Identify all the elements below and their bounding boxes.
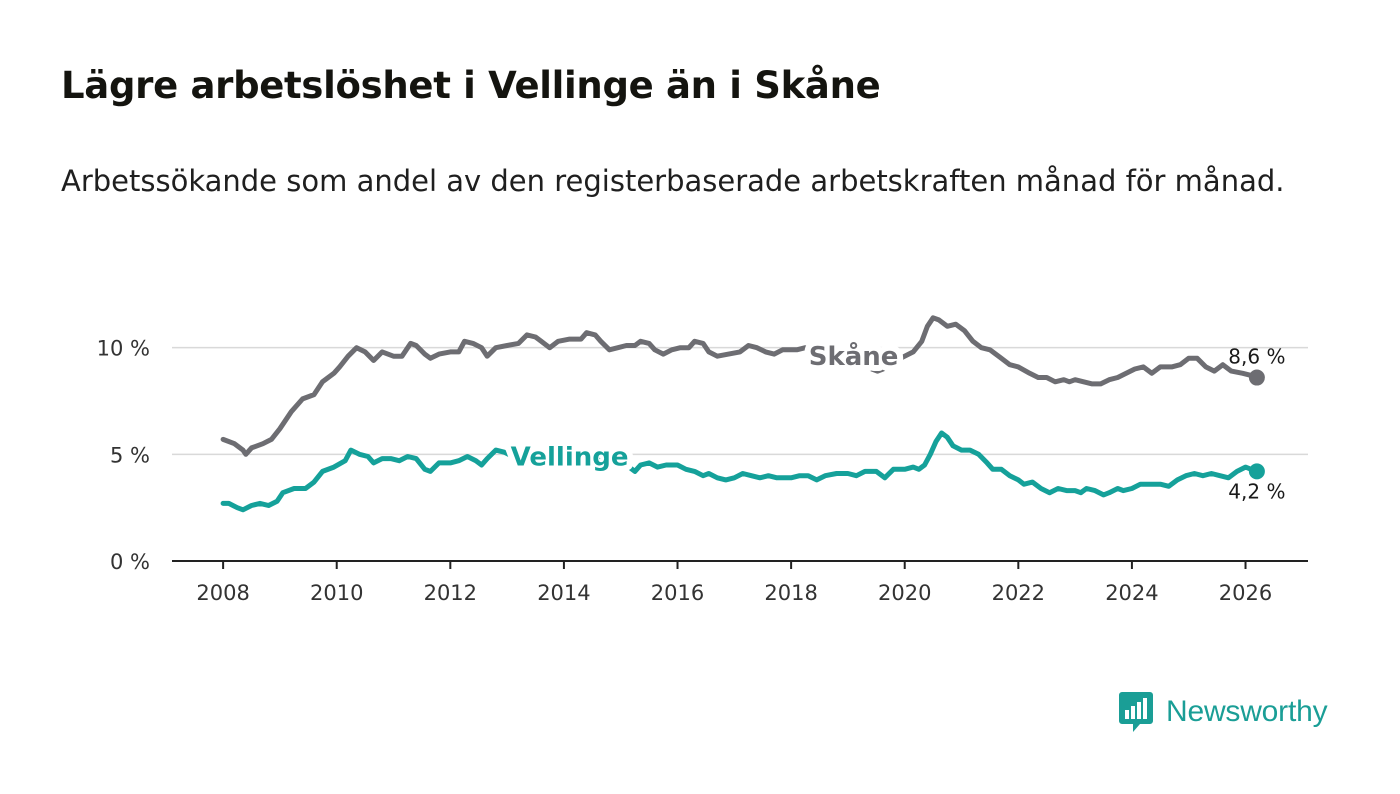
series-lines bbox=[220, 315, 1265, 513]
x-tick-label: 2008 bbox=[196, 581, 249, 605]
series-label-halo: Skåne bbox=[809, 340, 899, 372]
end-marker bbox=[1248, 369, 1265, 386]
x-tick-label: 2014 bbox=[537, 581, 590, 605]
series-label: Vellinge bbox=[511, 442, 629, 472]
x-tick-label: 2026 bbox=[1219, 581, 1272, 605]
y-tick-label: 0 % bbox=[110, 550, 150, 574]
x-tick-label: 2010 bbox=[310, 581, 363, 605]
series-label-halo: Vellinge bbox=[511, 442, 629, 472]
series-line-vellinge bbox=[220, 430, 1260, 513]
chart-subtitle: Arbetssökande som andel av den registerb… bbox=[61, 164, 1285, 198]
series-line-skne bbox=[220, 315, 1260, 457]
series-label: Skåne bbox=[809, 340, 899, 372]
end-value-label: 8,6 % bbox=[1228, 345, 1285, 369]
newsworthy-logo: Newsworthy bbox=[1118, 690, 1328, 734]
brand-name: Newsworthy bbox=[1166, 695, 1328, 728]
x-axis: 2008 2010 2012 2014 2016 2018 2020 2022 2024 2026 bbox=[172, 560, 1308, 605]
x-tick-label: 2016 bbox=[651, 581, 704, 605]
x-tick-label: 2020 bbox=[878, 581, 931, 605]
y-tick-label: 10 % bbox=[97, 337, 150, 361]
x-tick-label: 2012 bbox=[424, 581, 477, 605]
chart-title: Lägre arbetslöshet i Vellinge än i Skåne bbox=[61, 64, 881, 107]
newsworthy-chart-icon bbox=[1119, 692, 1153, 732]
x-tick-label: 2022 bbox=[992, 581, 1045, 605]
x-tick-label: 2018 bbox=[764, 581, 817, 605]
end-marker bbox=[1248, 463, 1265, 480]
end-value-label: 4,2 % bbox=[1228, 479, 1285, 503]
x-tick-label: 2024 bbox=[1105, 581, 1158, 605]
y-tick-label: 5 % bbox=[110, 443, 150, 467]
